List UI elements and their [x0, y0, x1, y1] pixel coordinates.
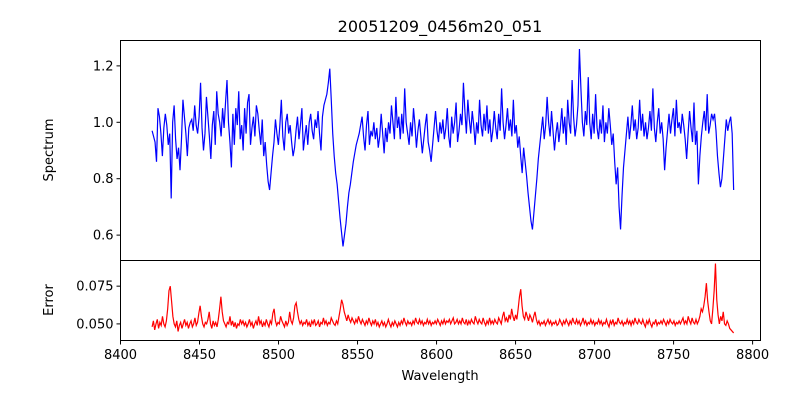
x-tick-label: 8700 — [578, 348, 611, 363]
error-series-line — [151, 263, 735, 334]
wavelength-x-ticks: 8400 8450 8500 8550 8600 8650 8700 8750 8800 — [104, 340, 769, 363]
error-y-axis-label: Error — [42, 284, 57, 316]
error-y-tick-label: 0.050 — [76, 317, 113, 332]
error-y-tick-label: 0.075 — [76, 280, 113, 295]
spectrum-y-ticks: 0.6 0.8 1.0 1.2 — [93, 59, 121, 244]
x-tick-label: 8600 — [420, 348, 453, 363]
spectrum-panel: 0.6 0.8 1.0 1.2 Spectrum — [42, 40, 761, 261]
error-axes-frame — [120, 260, 761, 341]
x-tick-label: 8450 — [183, 348, 216, 363]
x-tick-label: 8500 — [262, 348, 295, 363]
x-tick-label: 8750 — [657, 348, 690, 363]
x-tick-label: 8800 — [736, 348, 769, 363]
spectrum-y-tick-label: 1.0 — [93, 116, 114, 131]
spectrum-y-tick-label: 1.2 — [93, 59, 114, 74]
x-tick-label: 8650 — [499, 348, 532, 363]
error-y-ticks: 0.050 0.075 — [76, 280, 121, 332]
x-tick-label: 8550 — [341, 348, 374, 363]
spectrum-axes-frame — [120, 40, 761, 261]
chart-title: 20051209_0456m20_051 — [338, 17, 543, 37]
x-tick-label: 8400 — [104, 348, 137, 363]
spectrum-y-tick-label: 0.6 — [93, 229, 114, 244]
x-axis-label: Wavelength — [401, 369, 478, 384]
spectrum-series-line — [151, 48, 735, 247]
spectrum-y-axis-label: Spectrum — [42, 119, 57, 182]
spectrum-y-tick-label: 0.8 — [93, 172, 114, 187]
